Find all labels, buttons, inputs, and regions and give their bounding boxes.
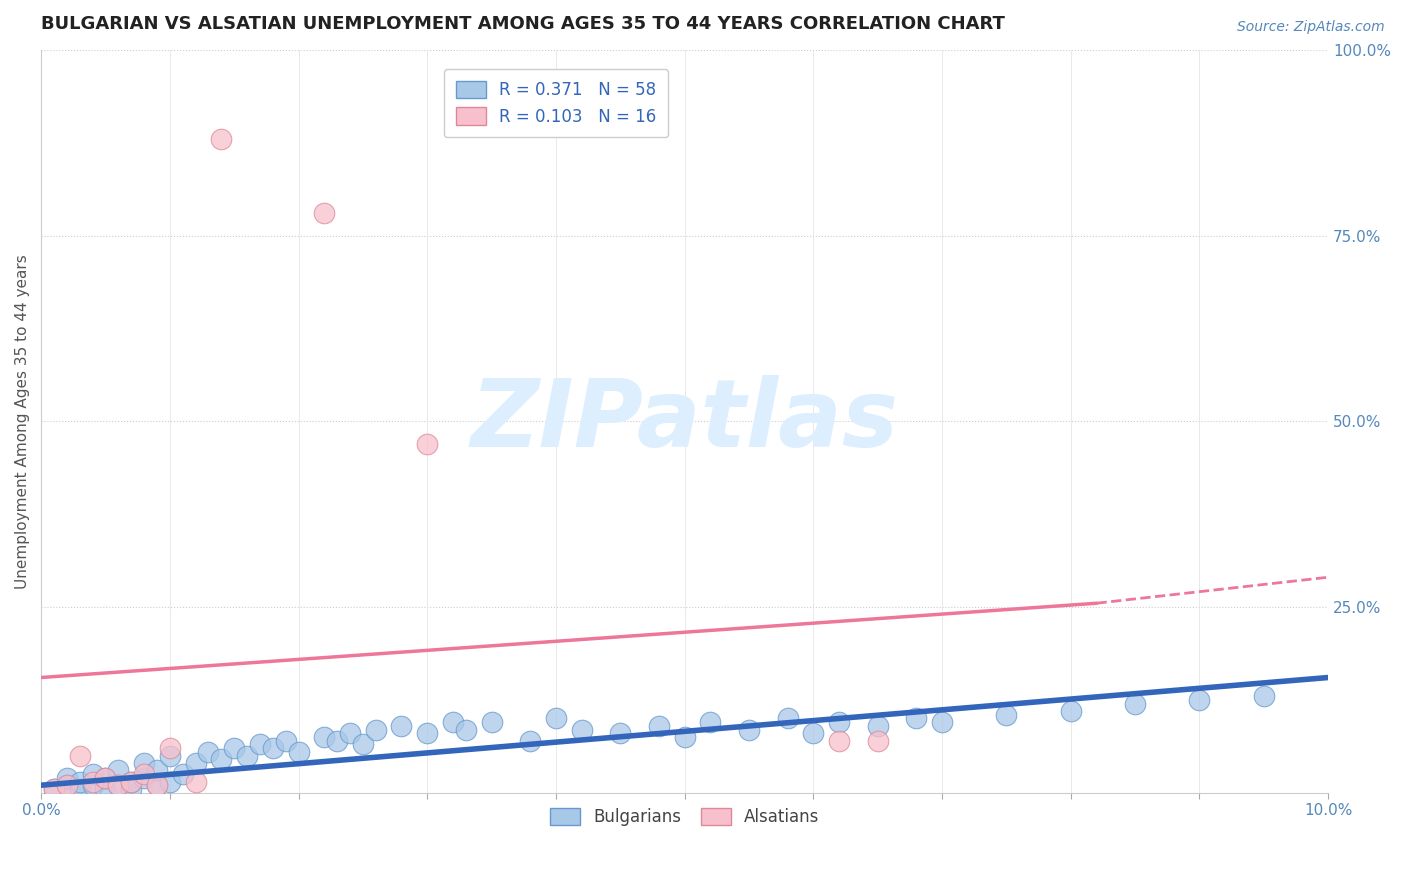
Point bbox=[224, 741, 246, 756]
Point bbox=[416, 726, 439, 740]
Y-axis label: Unemployment Among Ages 35 to 44 years: Unemployment Among Ages 35 to 44 years bbox=[15, 254, 30, 589]
Point bbox=[82, 774, 104, 789]
Point bbox=[42, 781, 65, 796]
Point bbox=[314, 206, 336, 220]
Point bbox=[287, 745, 309, 759]
Point bbox=[609, 726, 631, 740]
Point bbox=[416, 436, 439, 450]
Text: ZIPatlas: ZIPatlas bbox=[471, 376, 898, 467]
Point bbox=[544, 711, 567, 725]
Point bbox=[209, 752, 232, 766]
Point bbox=[828, 715, 851, 730]
Point bbox=[236, 748, 259, 763]
Point bbox=[274, 733, 297, 747]
Point bbox=[184, 774, 207, 789]
Point bbox=[146, 778, 169, 792]
Point bbox=[120, 774, 142, 789]
Point bbox=[69, 781, 91, 796]
Point bbox=[94, 781, 117, 796]
Point bbox=[69, 748, 91, 763]
Point bbox=[931, 715, 953, 730]
Point bbox=[1253, 689, 1275, 703]
Point bbox=[648, 719, 671, 733]
Point bbox=[209, 132, 232, 146]
Point bbox=[56, 778, 79, 792]
Point bbox=[107, 778, 129, 792]
Point bbox=[673, 730, 696, 744]
Point bbox=[776, 711, 799, 725]
Point bbox=[454, 723, 477, 737]
Point bbox=[352, 737, 374, 751]
Point bbox=[159, 741, 181, 756]
Point bbox=[42, 781, 65, 796]
Point bbox=[1123, 697, 1146, 711]
Point bbox=[107, 778, 129, 792]
Point bbox=[146, 778, 169, 792]
Point bbox=[184, 756, 207, 770]
Point bbox=[69, 774, 91, 789]
Point bbox=[828, 733, 851, 747]
Point bbox=[82, 767, 104, 781]
Point bbox=[995, 707, 1018, 722]
Point bbox=[1188, 693, 1211, 707]
Point bbox=[146, 764, 169, 778]
Point bbox=[441, 715, 464, 730]
Point bbox=[56, 771, 79, 785]
Point bbox=[120, 781, 142, 796]
Point bbox=[1060, 704, 1083, 718]
Point bbox=[107, 764, 129, 778]
Point bbox=[94, 771, 117, 785]
Point bbox=[481, 715, 503, 730]
Point bbox=[364, 723, 387, 737]
Point bbox=[159, 748, 181, 763]
Point bbox=[132, 767, 155, 781]
Point bbox=[866, 719, 889, 733]
Point bbox=[866, 733, 889, 747]
Text: Source: ZipAtlas.com: Source: ZipAtlas.com bbox=[1237, 20, 1385, 34]
Point bbox=[132, 756, 155, 770]
Point bbox=[159, 774, 181, 789]
Point bbox=[82, 778, 104, 792]
Point bbox=[339, 726, 361, 740]
Point bbox=[197, 745, 219, 759]
Point bbox=[172, 767, 194, 781]
Point bbox=[738, 723, 761, 737]
Point bbox=[391, 719, 413, 733]
Point bbox=[519, 733, 541, 747]
Point bbox=[699, 715, 721, 730]
Point bbox=[262, 741, 284, 756]
Point bbox=[905, 711, 928, 725]
Point bbox=[249, 737, 271, 751]
Point bbox=[120, 774, 142, 789]
Point bbox=[801, 726, 824, 740]
Point bbox=[94, 771, 117, 785]
Point bbox=[56, 778, 79, 792]
Legend: Bulgarians, Alsatians: Bulgarians, Alsatians bbox=[540, 798, 830, 837]
Point bbox=[326, 733, 349, 747]
Text: BULGARIAN VS ALSATIAN UNEMPLOYMENT AMONG AGES 35 TO 44 YEARS CORRELATION CHART: BULGARIAN VS ALSATIAN UNEMPLOYMENT AMONG… bbox=[41, 15, 1005, 33]
Point bbox=[314, 730, 336, 744]
Point bbox=[132, 771, 155, 785]
Point bbox=[571, 723, 593, 737]
